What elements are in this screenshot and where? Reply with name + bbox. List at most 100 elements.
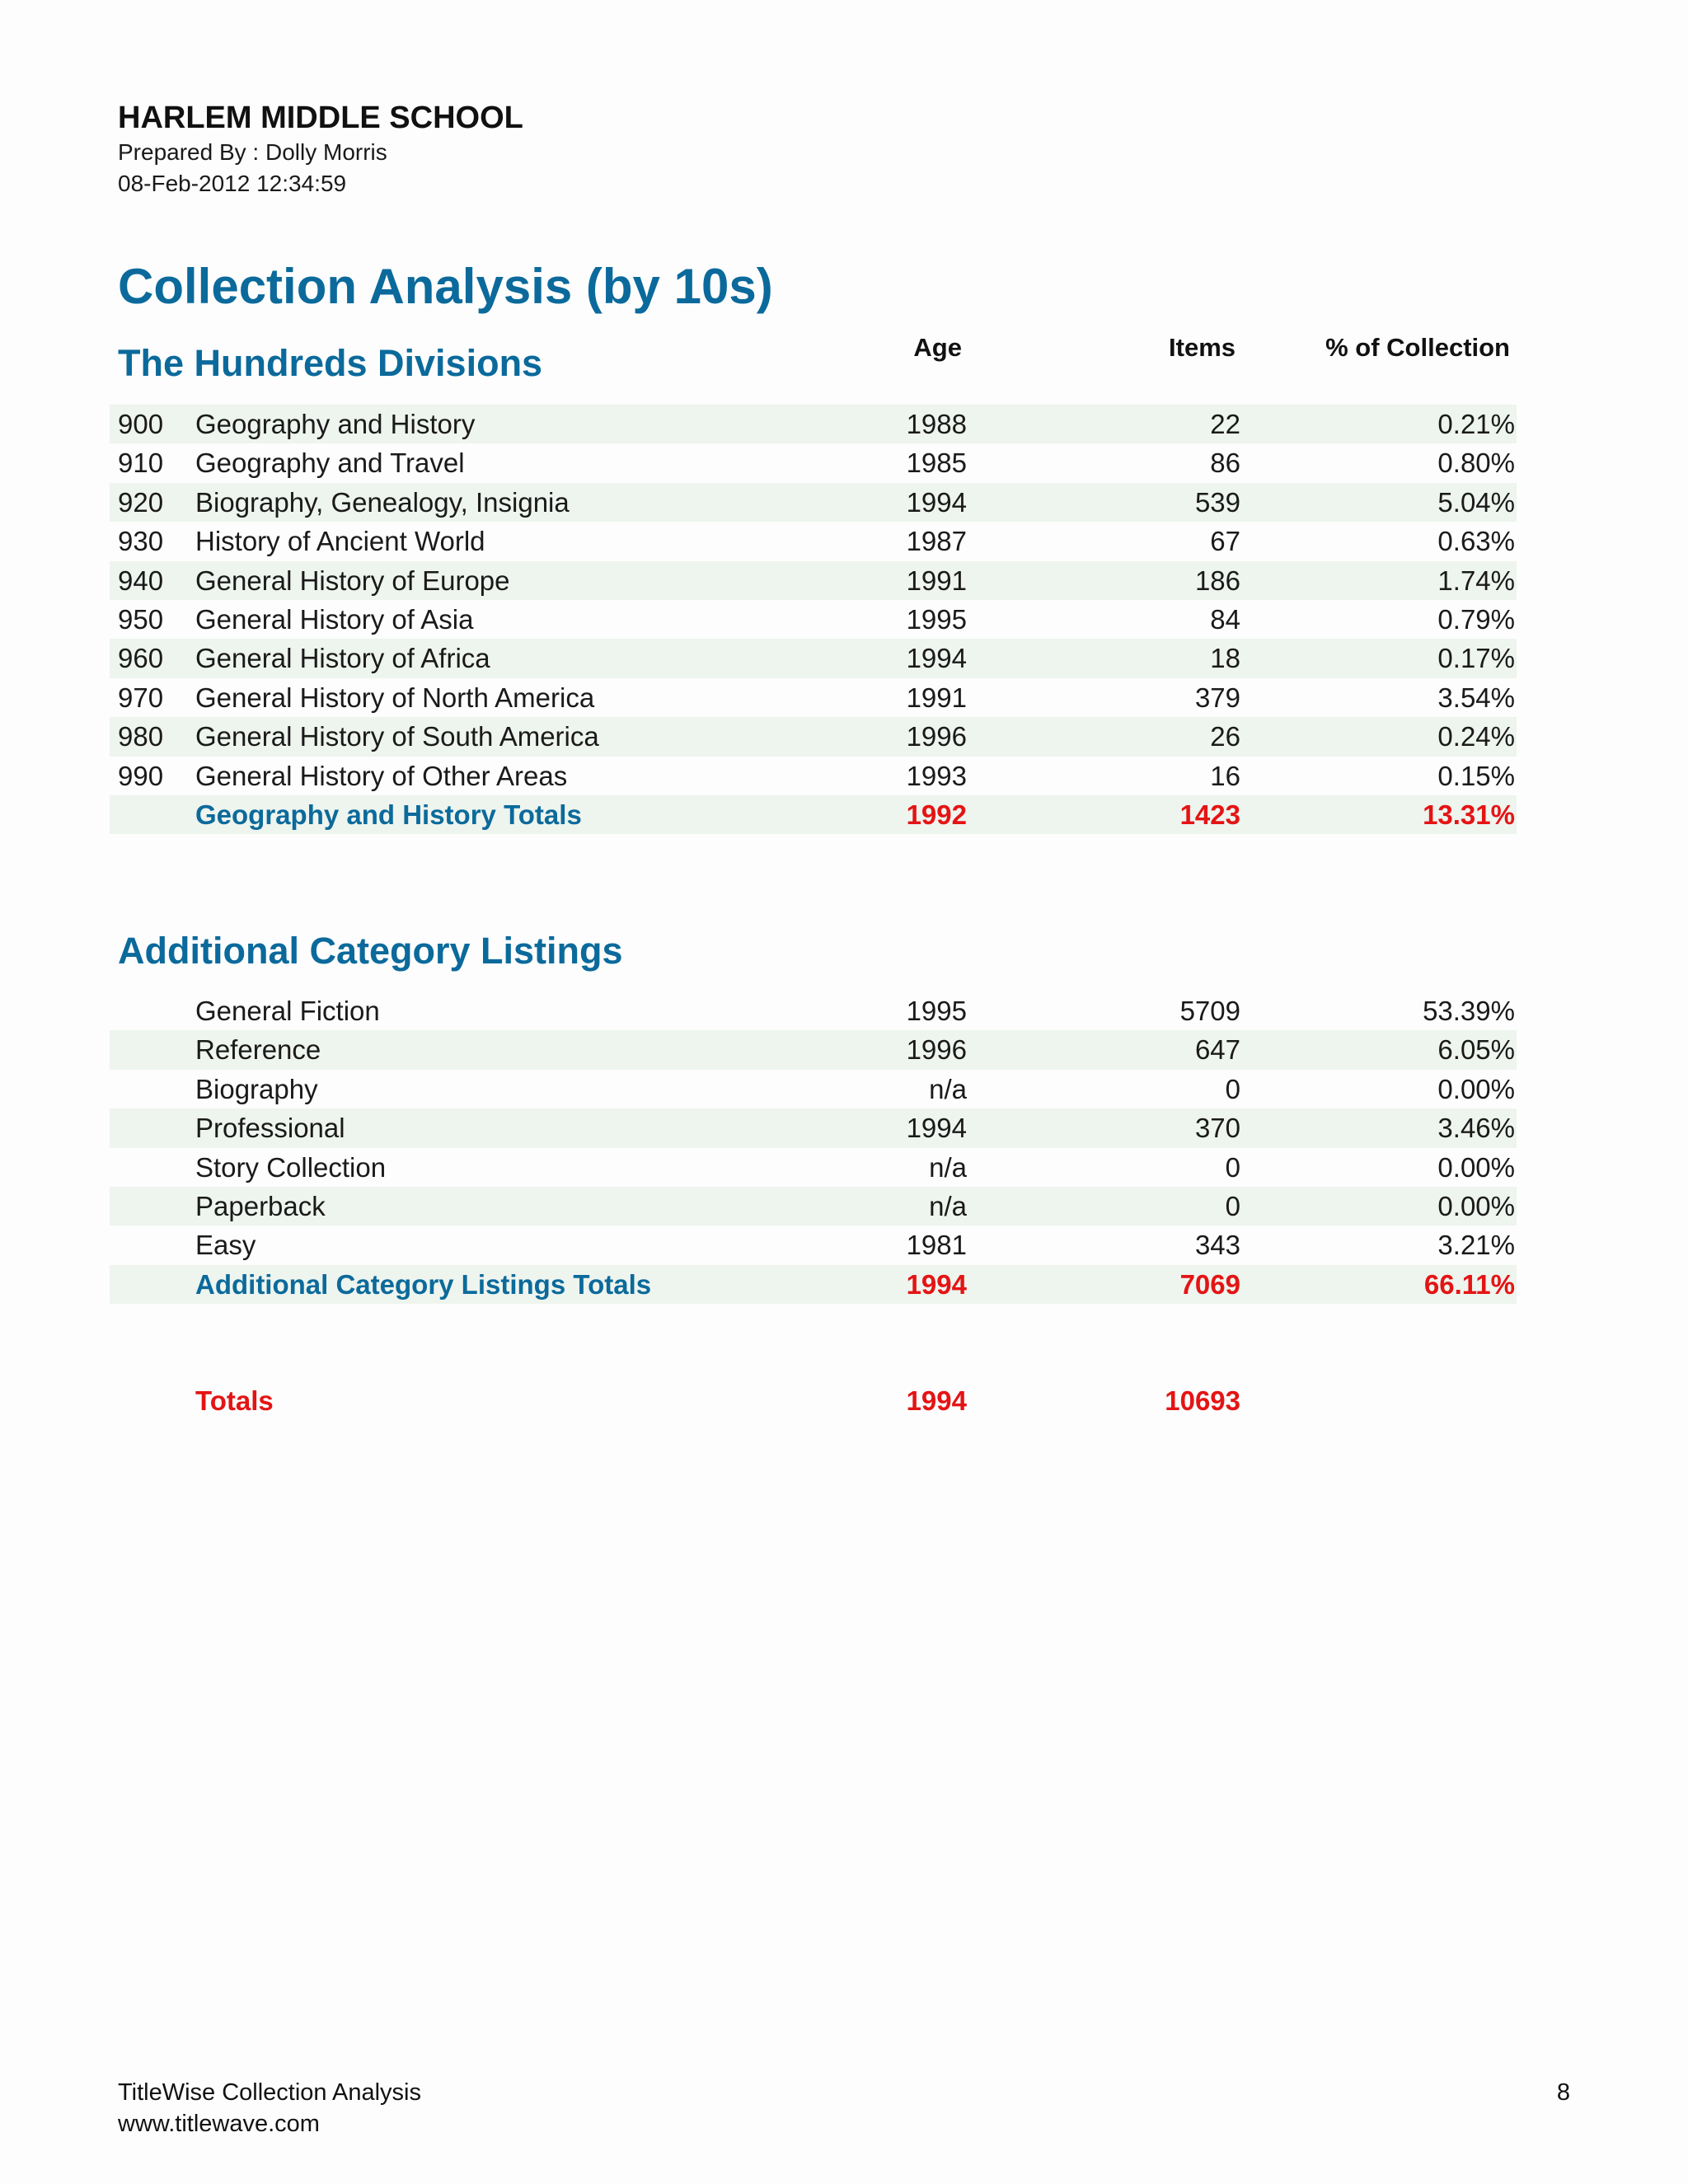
- row-name: Biography: [195, 1073, 318, 1104]
- total-label: Geography and History Totals: [195, 799, 582, 830]
- row-items: 343: [1194, 1230, 1240, 1261]
- row-items: 379: [1194, 682, 1240, 713]
- row-pct: 0.21%: [1437, 409, 1515, 439]
- row-age: 1994: [906, 643, 967, 674]
- footer-url: www.titlewave.com: [118, 2111, 320, 2137]
- grand-total-label: Totals: [195, 1385, 274, 1416]
- row-name: Easy: [195, 1230, 256, 1261]
- row-code: 910: [118, 448, 164, 479]
- row-age: n/a: [929, 1190, 967, 1221]
- row-items: 16: [1210, 760, 1240, 791]
- row-pct: 3.21%: [1437, 1230, 1515, 1261]
- row-age: 1991: [906, 565, 967, 596]
- row-name: Reference: [195, 1034, 321, 1066]
- row-pct: 53.39%: [1423, 996, 1515, 1026]
- row-code: 950: [118, 603, 164, 635]
- row-name: Professional: [195, 1113, 345, 1144]
- page-footer: TitleWise Collection Analysis www.titlew…: [118, 2077, 421, 2139]
- section-total-row: Additional Category Listings Totals 1994…: [110, 1264, 1517, 1305]
- row-name: General History of Other Areas: [195, 760, 568, 791]
- school-name: HARLEM MIDDLE SCHOOL: [118, 101, 523, 135]
- row-pct: 0.15%: [1437, 760, 1515, 791]
- row-name: General History of Asia: [195, 603, 474, 635]
- table-row: Reference 1996 647 6.05%: [110, 1030, 1517, 1070]
- total-pct: 66.11%: [1423, 1268, 1515, 1300]
- row-items: 5709: [1179, 996, 1240, 1026]
- row-pct: 1.74%: [1437, 565, 1515, 596]
- report-timestamp: 08-Feb-2012 12:34:59: [118, 171, 347, 196]
- row-age: 1981: [906, 1230, 967, 1261]
- table-row: Professional 1994 370 3.46%: [110, 1108, 1517, 1148]
- row-age: 1994: [906, 1113, 967, 1144]
- row-name: Geography and Travel: [195, 448, 465, 479]
- total-pct: 13.31%: [1423, 799, 1515, 830]
- row-items: 539: [1194, 486, 1240, 518]
- table-row: Story Collection n/a 0 0.00%: [110, 1148, 1517, 1187]
- row-age: 1993: [906, 760, 967, 791]
- row-items: 0: [1225, 1190, 1240, 1221]
- row-name: Biography, Genealogy, Insignia: [195, 486, 570, 518]
- row-code: 960: [118, 643, 164, 674]
- additional-table: General Fiction 1995 5709 53.39% Referen…: [110, 991, 1517, 1305]
- row-name: Paperback: [195, 1190, 326, 1221]
- row-code: 930: [118, 526, 164, 557]
- row-pct: 0.17%: [1437, 643, 1515, 674]
- row-items: 0: [1225, 1073, 1240, 1104]
- row-items: 22: [1210, 409, 1240, 439]
- footer-product: TitleWise Collection Analysis: [118, 2079, 421, 2106]
- row-age: 1996: [906, 721, 967, 752]
- row-age: 1985: [906, 448, 967, 479]
- row-pct: 0.00%: [1437, 1151, 1515, 1183]
- row-items: 67: [1210, 526, 1240, 557]
- table-row: 940 General History of Europe 1991 186 1…: [110, 560, 1517, 600]
- row-code: 980: [118, 721, 164, 752]
- report-title: Collection Analysis (by 10s): [118, 259, 773, 314]
- table-row: 900 Geography and History 1988 22 0.21%: [110, 405, 1517, 444]
- table-row: 970 General History of North America 199…: [110, 678, 1517, 717]
- row-code: 990: [118, 760, 164, 791]
- table-row: General Fiction 1995 5709 53.39%: [110, 991, 1517, 1030]
- table-row: Easy 1981 343 3.21%: [110, 1226, 1517, 1264]
- row-code: 920: [118, 486, 164, 518]
- total-label: Additional Category Listings Totals: [195, 1268, 652, 1300]
- row-name: Geography and History: [195, 409, 476, 439]
- total-items: 7069: [1179, 1268, 1240, 1300]
- table-row: 960 General History of Africa 1994 18 0.…: [110, 639, 1517, 678]
- column-header-pct: % of Collection: [1325, 333, 1510, 362]
- row-items: 370: [1194, 1113, 1240, 1144]
- row-pct: 0.00%: [1437, 1190, 1515, 1221]
- row-pct: 0.79%: [1437, 603, 1515, 635]
- row-pct: 0.00%: [1437, 1073, 1515, 1104]
- table-row: 910 Geography and Travel 1985 86 0.80%: [110, 443, 1517, 482]
- table-row: Paperback n/a 0 0.00%: [110, 1186, 1517, 1226]
- row-items: 84: [1210, 603, 1240, 635]
- section-total-row: Geography and History Totals 1992 1423 1…: [110, 794, 1517, 835]
- report-header: HARLEM MIDDLE SCHOOL Prepared By : Dolly…: [118, 99, 523, 199]
- grand-total-age: 1994: [906, 1385, 967, 1416]
- row-items: 26: [1210, 721, 1240, 752]
- row-items: 86: [1210, 448, 1240, 479]
- column-header-items: Items: [1169, 333, 1236, 362]
- grand-total-row: Totals 1994 10693: [110, 1381, 1517, 1420]
- column-header-age: Age: [913, 333, 962, 362]
- row-pct: 0.24%: [1437, 721, 1515, 752]
- row-age: 1991: [906, 682, 967, 713]
- hundreds-table: 900 Geography and History 1988 22 0.21% …: [110, 405, 1517, 835]
- prepared-by: Prepared By : Dolly Morris: [118, 139, 387, 165]
- table-row: 990 General History of Other Areas 1993 …: [110, 757, 1517, 795]
- row-age: n/a: [929, 1073, 967, 1104]
- row-items: 186: [1194, 565, 1240, 596]
- row-age: 1987: [906, 526, 967, 557]
- row-name: General History of Africa: [195, 643, 490, 674]
- hundreds-section-title: The Hundreds Divisions: [118, 342, 543, 384]
- total-items: 1423: [1179, 799, 1240, 830]
- table-row: 920 Biography, Genealogy, Insignia 1994 …: [110, 482, 1517, 523]
- page-number: 8: [1556, 2079, 1570, 2106]
- row-age: 1988: [906, 409, 967, 439]
- table-row: 980 General History of South America 199…: [110, 717, 1517, 757]
- row-name: Story Collection: [195, 1151, 387, 1183]
- total-age: 1994: [906, 1268, 967, 1300]
- row-name: History of Ancient World: [195, 526, 485, 557]
- row-name: General History of South America: [195, 721, 599, 752]
- table-row: Biography n/a 0 0.00%: [110, 1070, 1517, 1108]
